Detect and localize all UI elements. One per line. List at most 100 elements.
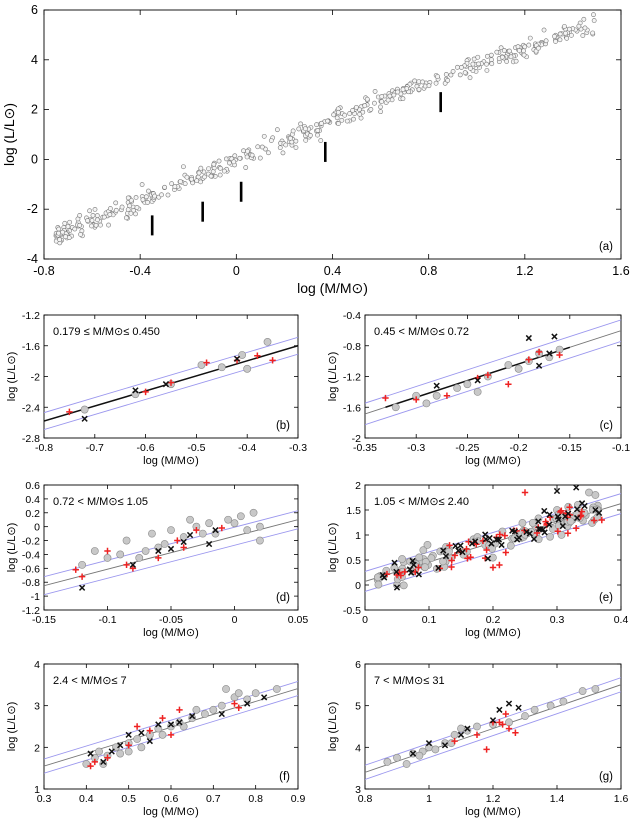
data-point [353, 104, 359, 110]
data-point-black [482, 531, 489, 538]
data-layer [365, 677, 621, 780]
data-point [450, 69, 456, 74]
data-point [457, 72, 463, 78]
data-point [484, 61, 489, 67]
data-point-black [100, 758, 107, 766]
data-point-red [269, 357, 276, 364]
data-point-black [218, 710, 225, 718]
data-point [178, 179, 183, 185]
data-point-red [123, 561, 130, 569]
mass-range-label: 1.05 < M/M⊙≤ 2.40 [374, 496, 469, 508]
data-point-black [555, 516, 562, 523]
data-point-gray [148, 529, 156, 538]
data-point [385, 97, 391, 103]
data-point-gray [391, 403, 400, 412]
data-point-black [78, 584, 86, 591]
data-point [522, 44, 528, 50]
data-point-red [535, 348, 543, 356]
data-point-gray [200, 710, 209, 718]
data-point [56, 230, 61, 236]
data-point [189, 176, 194, 182]
x-axis-label: log (M/M⊙) [465, 806, 521, 818]
data-point-red [383, 570, 391, 578]
data-point-gray [116, 550, 125, 559]
y-tick-label: -1.2 [22, 605, 40, 617]
data-point-gray [167, 722, 175, 731]
data-point [334, 115, 340, 121]
data-point-black [457, 542, 464, 549]
data-point-black [455, 547, 462, 554]
data-point [65, 224, 71, 230]
data-point [391, 92, 397, 98]
data-layer [365, 485, 621, 592]
y-tick-label: 1.5 [346, 505, 361, 517]
data-point-black [565, 510, 572, 517]
x-tick-label: 1 [426, 793, 432, 805]
data-point [400, 87, 406, 92]
data-point [180, 164, 186, 170]
data-point [448, 72, 454, 78]
data-point-black [484, 555, 492, 562]
x-tick-label: 0.05 [288, 614, 309, 626]
data-point-gray [217, 363, 226, 372]
data-point-black [125, 731, 132, 738]
data-point [123, 215, 129, 221]
data-point [582, 25, 588, 31]
data-layer [44, 336, 298, 430]
data-point-red [496, 531, 504, 538]
data-point [216, 158, 222, 164]
data-point [244, 154, 250, 160]
data-point-black [596, 509, 603, 517]
x-tick-label: -0.05 [159, 614, 183, 626]
data-point [412, 78, 418, 84]
data-point-gray [238, 351, 247, 359]
data-point-gray [272, 685, 281, 693]
data-point [107, 212, 113, 217]
x-tick-label: -0.3 [407, 442, 425, 454]
data-point-red [564, 530, 572, 537]
data-point [143, 194, 149, 200]
data-point [62, 220, 68, 226]
data-point-black [541, 507, 548, 515]
y-tick-label: -2 [31, 372, 40, 384]
data-point-gray [198, 529, 207, 538]
data-point [468, 65, 473, 71]
data-point [552, 33, 557, 39]
data-point-red [483, 546, 490, 554]
data-point-black [391, 559, 398, 566]
plot-frame [364, 314, 622, 439]
data-point [489, 57, 494, 63]
data-point [566, 26, 572, 32]
data-point [208, 173, 214, 179]
panel-c: -0.35 -0.3 -0.25 -0.2 -0.15 -0.1 -2 -1.6 -1.2 -0.… [327, 310, 630, 467]
x-tick-label: -0.25 [455, 442, 479, 454]
data-point-red [572, 525, 580, 532]
data-point-black [459, 549, 466, 556]
data-point-red [382, 394, 389, 402]
x-tick-label: 0.8 [420, 264, 437, 278]
data-point-red [502, 710, 509, 718]
data-point [210, 169, 216, 175]
data-point-gray [473, 387, 482, 396]
fit-line [44, 519, 298, 587]
data-point-gray [135, 554, 144, 562]
y-tick-label: -2 [27, 202, 38, 216]
data-point-gray [133, 735, 142, 743]
data-point [501, 48, 507, 53]
data-point [557, 31, 563, 37]
data-point-gray [188, 714, 197, 723]
data-point [119, 204, 125, 210]
data-point-gray [217, 701, 226, 710]
data-point-red [235, 704, 242, 711]
data-point [318, 138, 324, 143]
data-point-red [155, 554, 162, 562]
data-point [182, 181, 188, 187]
data-point-gray [222, 685, 230, 693]
data-point-black [573, 514, 581, 522]
data-point-black [474, 377, 481, 384]
fit-line [365, 684, 621, 773]
data-point-red [467, 554, 474, 561]
data-point [521, 52, 527, 58]
data-point-red [231, 700, 238, 707]
data-point-gray [116, 749, 125, 758]
